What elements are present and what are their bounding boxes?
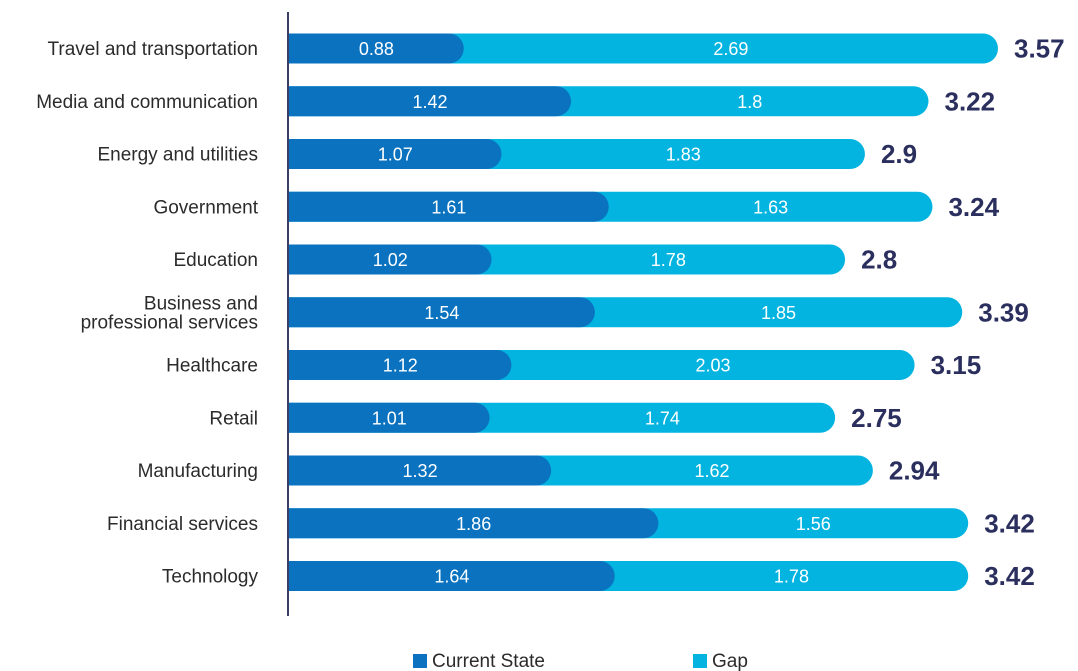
bar-current-state <box>289 455 552 486</box>
bar-current-state <box>289 402 490 433</box>
bar-current-state <box>289 191 609 222</box>
data-label-current-state: 0.88 <box>359 39 394 59</box>
bar-current-state <box>289 244 492 275</box>
category-label: Education <box>173 250 258 271</box>
total-label: 3.24 <box>948 192 999 222</box>
category-label: Government <box>153 197 258 218</box>
total-label: 2.8 <box>861 245 897 275</box>
bar-current-state <box>289 297 595 328</box>
data-label-gap: 1.78 <box>774 567 809 587</box>
data-label-current-state: 1.02 <box>373 250 408 270</box>
category-label: Travel and transportation <box>47 39 258 60</box>
data-label-current-state: 1.86 <box>456 514 491 534</box>
legend-label-gap: Gap <box>712 651 748 671</box>
bar-current-state <box>289 350 512 380</box>
bar-current-state <box>289 508 659 539</box>
total-label: 3.15 <box>931 350 982 380</box>
data-label-gap: 1.78 <box>651 250 686 270</box>
legend: Current State Gap <box>413 651 748 671</box>
data-label-gap: 1.63 <box>753 197 788 217</box>
legend-swatch-current-state <box>413 654 427 668</box>
category-label: Technology <box>162 567 259 588</box>
data-label-current-state: 1.54 <box>424 303 459 323</box>
bar-gap <box>289 33 999 64</box>
data-label-current-state: 1.07 <box>378 145 413 165</box>
category-label: Financial services <box>107 514 258 535</box>
bar-current-state <box>289 561 615 591</box>
category-label: Manufacturing <box>138 461 258 482</box>
category-label: Energy and utilities <box>97 145 258 166</box>
data-label-gap: 2.69 <box>713 39 748 59</box>
data-label-gap: 1.83 <box>666 145 701 165</box>
data-label-current-state: 1.32 <box>403 461 438 481</box>
total-label: 2.94 <box>889 456 940 486</box>
total-label: 3.57 <box>1014 34 1065 64</box>
bar-current-state <box>289 86 572 117</box>
total-label: 2.9 <box>881 139 917 169</box>
data-label-current-state: 1.01 <box>372 408 407 428</box>
category-label: Healthcare <box>166 356 258 377</box>
total-label: 3.39 <box>978 297 1029 327</box>
total-label: 3.22 <box>944 86 995 116</box>
data-label-gap: 1.8 <box>737 92 762 112</box>
total-label: 3.42 <box>984 508 1035 538</box>
bars-layer: 0.88 2.69 3.57 Travel and transportation 1.4… <box>36 33 1065 591</box>
data-label-gap: 1.74 <box>645 408 680 428</box>
bar-current-state <box>289 33 464 64</box>
data-label-gap: 1.62 <box>694 461 729 481</box>
data-label-gap: 1.56 <box>796 514 831 534</box>
data-label-current-state: 1.61 <box>431 197 466 217</box>
legend-label-current-state: Current State <box>432 651 545 671</box>
data-label-current-state: 1.64 <box>434 567 469 587</box>
legend-swatch-gap <box>693 654 707 668</box>
data-label-gap: 2.03 <box>695 356 730 376</box>
total-label: 3.42 <box>984 561 1035 591</box>
bar-current-state <box>289 139 502 169</box>
category-label: Retail <box>209 408 258 429</box>
category-label: Business and professional services <box>81 293 258 333</box>
data-label-current-state: 1.12 <box>383 356 418 376</box>
total-label: 2.75 <box>851 403 902 433</box>
data-label-current-state: 1.42 <box>412 92 447 112</box>
data-label-gap: 1.85 <box>761 303 796 323</box>
category-label: Media and communication <box>36 92 258 113</box>
